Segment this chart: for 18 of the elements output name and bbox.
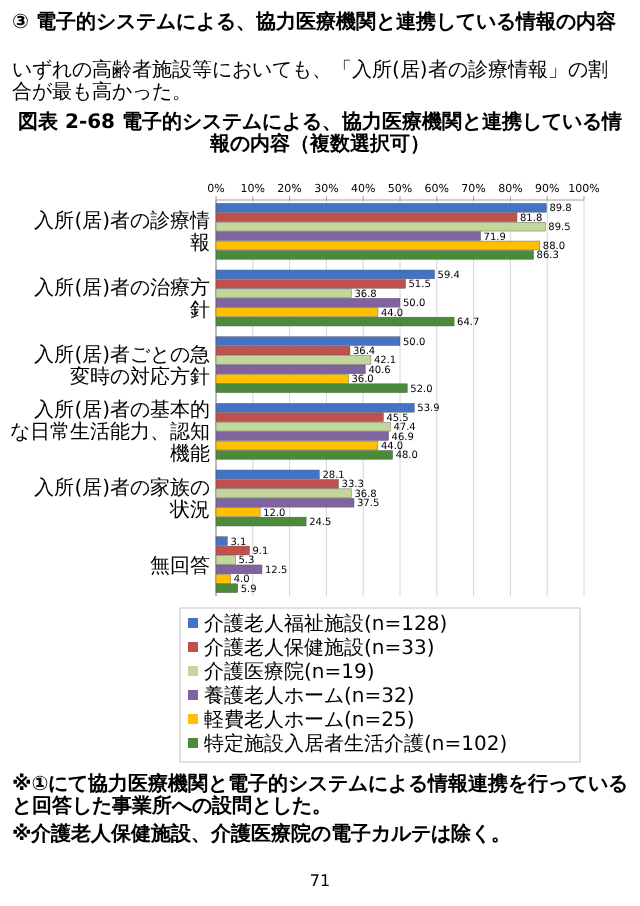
y-tick-label: 入所(居)者の基本的な日常生活能力、認知機能 xyxy=(10,398,210,467)
y-tick-label: 無回答 xyxy=(150,553,210,578)
legend-label: 養護老人ホーム(n=32) xyxy=(204,684,415,708)
legend-label: 介護医療院(n=19) xyxy=(204,660,375,684)
text: ※介護老人保健施設、介護医療院の電子カルテは除く。 xyxy=(12,822,512,846)
y-tick-label: 入所(居)者ごとの急変時の対応方針 xyxy=(34,342,210,389)
text: ※①にて協力医療機関と電子的システムによる情報連携を行っていると回答した事業所への設問とした。 xyxy=(12,772,629,818)
legend-label: 特定施設入居者生活介護(n=102) xyxy=(204,732,508,756)
text: 71 xyxy=(309,872,331,890)
y-tick-label: 入所(居)者の診療情報 xyxy=(34,209,210,256)
text: ③ 電子的システムによる、協力医療機関と連携している情報の内容 xyxy=(12,10,616,34)
legend-label: 介護老人保健施設(n=33) xyxy=(204,636,435,660)
y-tick-label: 入所(居)者の家族の状況 xyxy=(34,476,210,522)
legend-label: 軽費老人ホーム(n=25) xyxy=(204,708,415,732)
y-tick-label: 入所(居)者の治療方針 xyxy=(34,276,210,322)
legend-label: 介護老人福祉施設(n=128) xyxy=(204,612,448,636)
chart-title: 図表 2-68 電子的システムによる、協力医療機関と連携している情報の内容（複数選択可） xyxy=(18,110,622,156)
text: いずれの高齢者施設等においても、「入所(居)者の診療情報」の割合が最も高かった。 xyxy=(12,58,608,104)
